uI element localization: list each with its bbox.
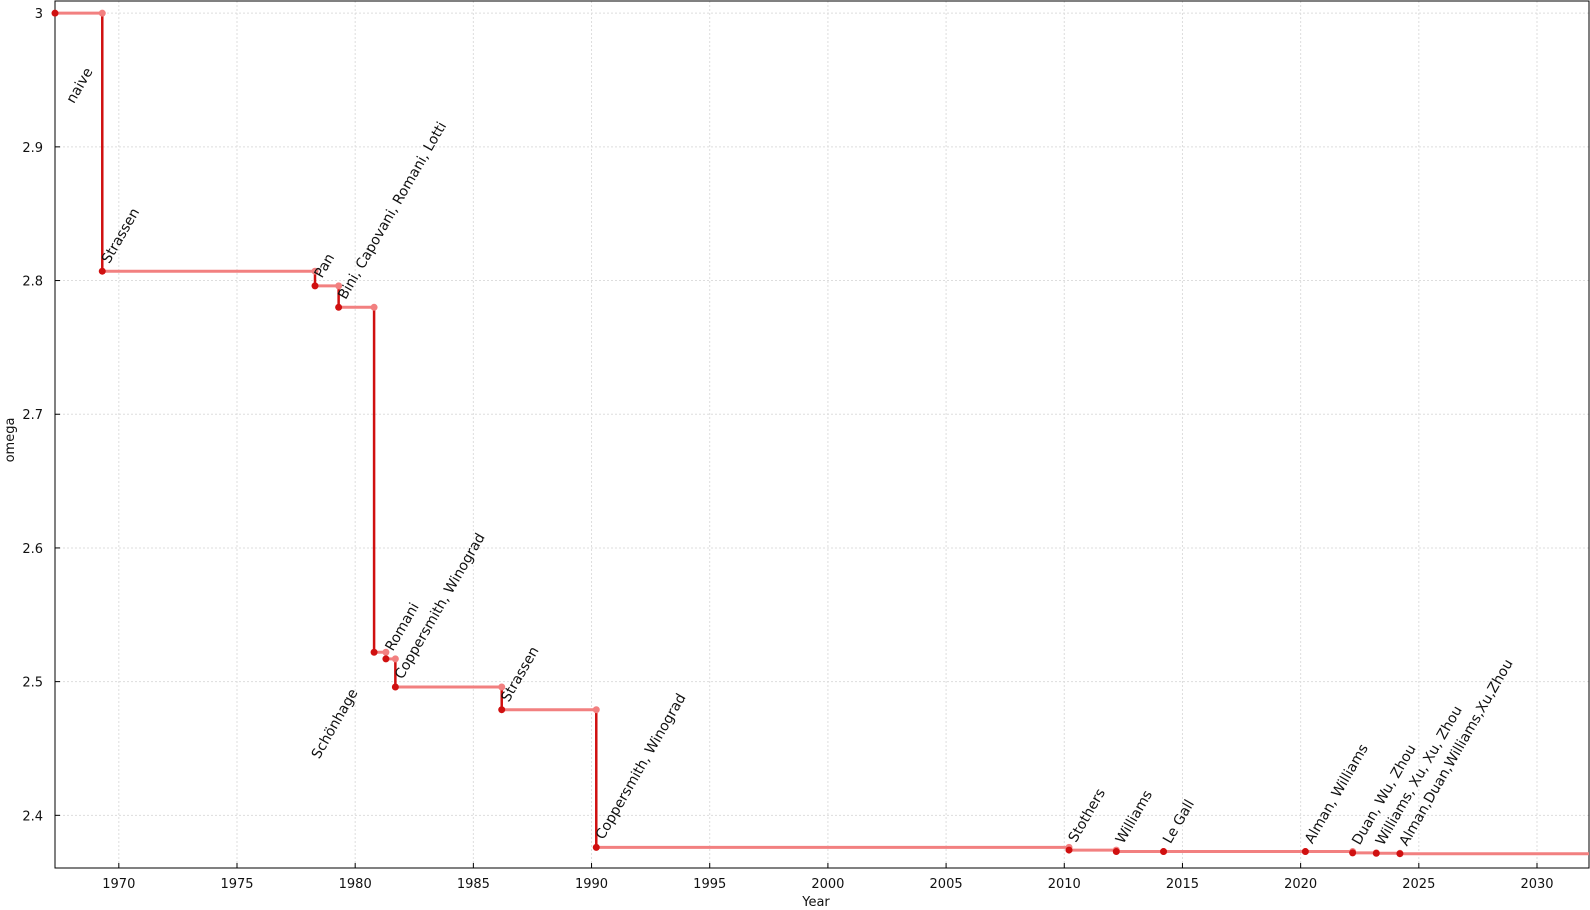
point-label: Strassen xyxy=(498,644,542,705)
record-point xyxy=(1372,849,1380,857)
x-tick-label: 2015 xyxy=(1166,877,1199,892)
record-point xyxy=(592,843,600,851)
y-tick-label: 2.7 xyxy=(22,408,43,423)
x-tick-label: 1990 xyxy=(575,877,608,892)
previous-point xyxy=(335,282,343,290)
x-tick-label: 1995 xyxy=(693,877,726,892)
record-point xyxy=(1349,849,1357,857)
record-point xyxy=(391,683,399,691)
record-point xyxy=(1112,848,1120,856)
point-label: Williams xyxy=(1113,788,1156,847)
record-point xyxy=(382,655,390,663)
record-point xyxy=(370,648,378,656)
record-point xyxy=(1396,850,1404,858)
point-label: Strassen xyxy=(99,206,143,267)
y-axis-label: omega xyxy=(3,418,18,463)
point-label: naive xyxy=(63,65,96,106)
x-axis-label: Year xyxy=(801,895,830,910)
previous-point xyxy=(370,303,378,311)
record-point xyxy=(1065,846,1073,854)
x-tick-label: 2005 xyxy=(930,877,963,892)
previous-point xyxy=(592,706,600,714)
record-point xyxy=(1160,848,1168,856)
y-tick-label: 2.9 xyxy=(22,141,43,156)
y-tick-label: 2.6 xyxy=(22,542,43,557)
x-tick-label: 2010 xyxy=(1048,877,1081,892)
y-tick-label: 2.5 xyxy=(22,676,43,691)
x-tick-label: 1985 xyxy=(457,877,490,892)
x-tick-label: 1980 xyxy=(339,877,372,892)
record-point xyxy=(498,706,506,714)
previous-point xyxy=(498,683,506,691)
record-point xyxy=(51,9,59,17)
y-tick-label: 2.8 xyxy=(22,275,43,290)
x-tick-label: 1970 xyxy=(102,877,135,892)
y-tick-label: 3 xyxy=(35,7,43,22)
x-tick-label: 1975 xyxy=(220,877,253,892)
x-tick-label: 2000 xyxy=(811,877,844,892)
previous-point xyxy=(311,267,319,275)
plot-frame xyxy=(54,0,1590,869)
point-label: Schönhage xyxy=(309,686,362,761)
previous-point xyxy=(391,655,399,663)
point-label: Coppersmith, Winograd xyxy=(593,691,690,842)
x-tick-label: 2020 xyxy=(1284,877,1317,892)
previous-point xyxy=(382,648,390,656)
x-tick-label: 2030 xyxy=(1520,877,1553,892)
record-point xyxy=(335,303,343,311)
record-point xyxy=(98,267,106,275)
y-tick-label: 2.4 xyxy=(22,809,43,824)
x-tick-label: 2025 xyxy=(1402,877,1435,892)
record-point xyxy=(1301,848,1309,856)
previous-point xyxy=(98,9,106,17)
record-point xyxy=(311,282,319,290)
point-label: Le Gall xyxy=(1160,797,1198,846)
